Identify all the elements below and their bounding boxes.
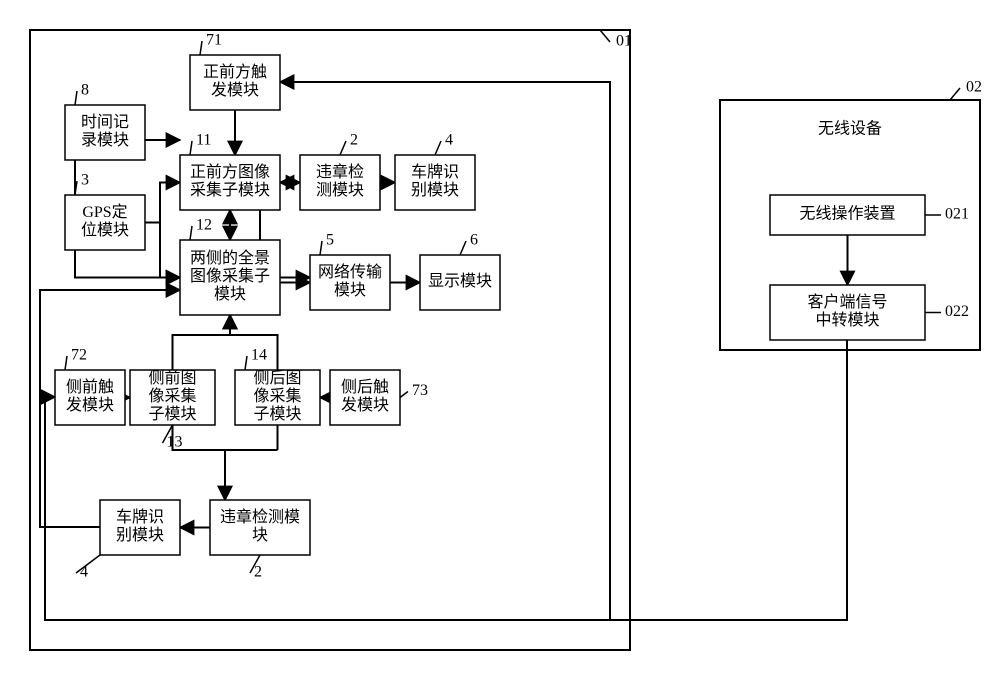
node-number: 11 <box>196 132 211 149</box>
node-label: 模块 <box>334 281 366 299</box>
node-number: 14 <box>251 347 267 364</box>
node-label: GPS定 <box>82 203 127 221</box>
node-number: 3 <box>81 172 89 189</box>
node-number: 5 <box>326 232 334 249</box>
node-label: 显示模块 <box>428 272 492 290</box>
node-number: 72 <box>71 347 87 364</box>
node-label: 车牌识 <box>116 508 164 526</box>
node-label: 别模块 <box>116 526 164 544</box>
node-label: 发模块 <box>211 81 259 99</box>
node-label: 位模块 <box>81 221 129 239</box>
edge <box>173 315 231 370</box>
node-label: 发模块 <box>341 396 389 414</box>
node-label: 子模块 <box>253 405 301 423</box>
node-label: 中转模块 <box>815 311 879 329</box>
container-title: 无线设备 <box>818 120 882 138</box>
node-label: 侧前触 <box>66 378 114 396</box>
container-label: 02 <box>966 79 982 96</box>
node-label: 车牌识 <box>411 163 459 181</box>
node-label: 时间记 <box>81 113 129 131</box>
node-label: 图像采集子 <box>190 267 270 285</box>
node-label: 发模块 <box>66 396 114 414</box>
node-label: 网络传输 <box>318 262 382 281</box>
node-number: 4 <box>80 564 88 581</box>
node-label: 别模块 <box>411 181 459 199</box>
node-number: 4 <box>445 132 453 149</box>
edge <box>145 223 180 278</box>
node-number: 2 <box>350 132 358 149</box>
container-label: 01 <box>616 33 632 50</box>
node-label: 违章检测模 <box>220 508 300 526</box>
node-label: 两侧的全景 <box>190 249 270 267</box>
node-label: 侧前图 <box>148 369 196 387</box>
node-label: 侧后触 <box>341 378 389 396</box>
edge <box>173 425 278 500</box>
node-number: 8 <box>81 82 89 99</box>
node-label: 正前方图像 <box>190 163 270 181</box>
node-number: 2 <box>254 564 262 581</box>
node-number: 12 <box>196 217 212 234</box>
node-label: 违章检 <box>316 163 364 181</box>
node-number: 71 <box>206 32 222 49</box>
node-label: 测模块 <box>316 181 364 199</box>
node-number: 13 <box>167 434 183 451</box>
nodes-layer: 正前方触发模块71时间记录模块8正前方图像采集子模块11违章检测模块2车牌识别模… <box>55 32 969 581</box>
node-label: 子模块 <box>148 405 196 423</box>
node-label: 客户端信号 <box>807 293 887 311</box>
node-number: 6 <box>470 232 478 249</box>
node-label: 正前方触 <box>203 63 267 81</box>
node-number: 021 <box>945 206 969 223</box>
node-number: 73 <box>412 382 428 399</box>
node-label: 录模块 <box>81 131 129 149</box>
edge <box>145 183 180 223</box>
node-label: 无线操作装置 <box>799 205 895 223</box>
node-label: 采集子模块 <box>190 181 270 199</box>
node-label: 像采集 <box>148 387 196 405</box>
node-number: 022 <box>945 303 969 320</box>
node-label: 模块 <box>214 285 246 303</box>
node-label: 像采集 <box>253 387 301 405</box>
node-label: 侧后图 <box>253 369 301 387</box>
node-label: 块 <box>252 526 268 544</box>
